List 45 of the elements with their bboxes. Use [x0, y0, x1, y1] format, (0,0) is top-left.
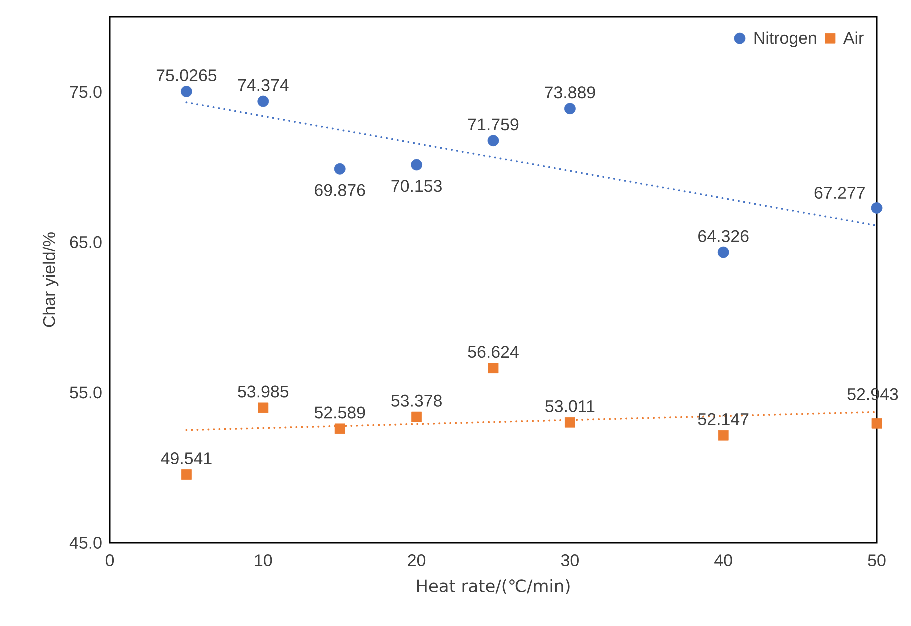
point [258, 402, 269, 414]
point [411, 159, 423, 171]
point [718, 430, 729, 441]
data-label: 49.541 [161, 452, 212, 465]
y-axis-title: Char yield/% [42, 232, 59, 328]
y-tick-label: 45.0 [70, 537, 102, 549]
data-label: 70.153 [392, 180, 442, 192]
point [182, 470, 192, 480]
data-label: 52.589 [314, 406, 366, 419]
x-tick-label: 10 [255, 554, 272, 567]
data-label: 67.277 [814, 187, 865, 200]
data-label: 73.889 [545, 86, 596, 99]
point [488, 135, 500, 147]
x-tick-label: 20 [408, 554, 426, 567]
data-label: 56.624 [468, 346, 519, 358]
point [564, 103, 576, 115]
x-axis-title: Heat rate/(℃/min) [417, 579, 570, 594]
data-label: 74.374 [238, 79, 289, 92]
data-label: 53.378 [392, 394, 442, 407]
data-label: 75.0265 [156, 70, 217, 82]
data-label: 52.147 [698, 413, 749, 426]
x-tick-label: 40 [714, 554, 732, 567]
data-label: 69.876 [315, 184, 366, 196]
point [565, 417, 576, 428]
legend-label: Nitrogen [754, 32, 816, 48]
x-tick-label: 0 [106, 554, 114, 567]
data-label: 53.011 [546, 400, 595, 412]
data-label: 53.985 [238, 386, 289, 398]
point [718, 246, 730, 258]
y-tick-label: 75.0 [70, 86, 102, 98]
point [334, 424, 346, 434]
point [871, 202, 883, 214]
point [258, 96, 270, 108]
data-label: 71.759 [468, 118, 519, 131]
data-label: 64.326 [698, 230, 749, 242]
point [488, 363, 499, 374]
x-tick-label: 30 [561, 554, 579, 567]
y-tick-label: 65.0 [70, 236, 102, 248]
point [872, 418, 882, 429]
y-tick-label: 55.0 [70, 386, 102, 399]
point [334, 163, 346, 175]
point [412, 412, 422, 422]
x-tick-label: 50 [868, 554, 886, 567]
point [181, 86, 192, 98]
legend-label: Air [843, 32, 864, 44]
